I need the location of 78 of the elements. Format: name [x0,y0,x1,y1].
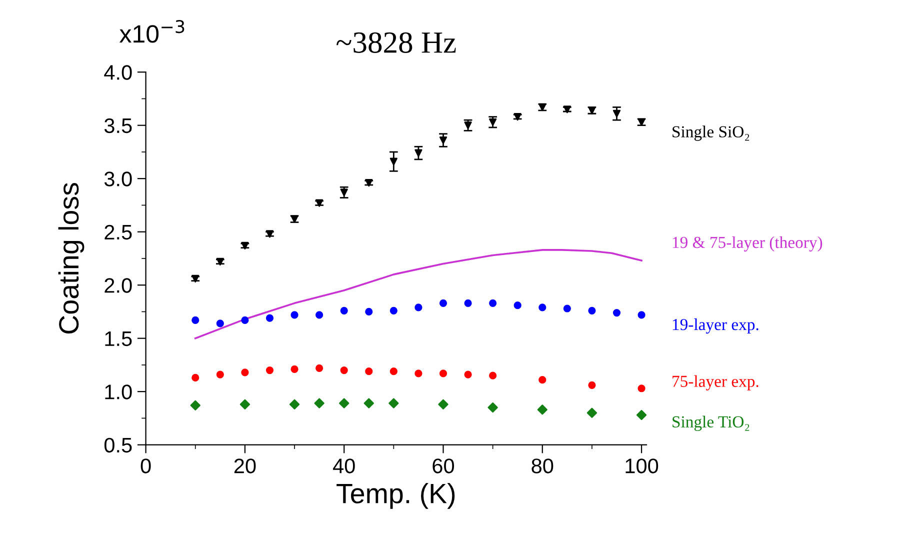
point [489,299,497,307]
point [612,110,621,118]
point [340,366,348,374]
x-tick-label: 80 [532,458,554,474]
point [439,370,448,378]
point [563,304,571,312]
point [316,311,324,319]
point [414,149,422,157]
point [588,306,596,314]
point [464,122,472,130]
y-tick-label: 0.5 [104,438,132,453]
point [290,311,298,319]
chart-title: ~3828 Hz [336,32,456,53]
point [316,364,324,372]
point [192,374,200,382]
point [439,136,448,144]
point [439,299,448,307]
series-label: Single TiO₂ [672,416,750,431]
point [464,299,472,307]
point [612,308,621,317]
point [414,370,422,378]
point [636,410,646,420]
point [216,320,224,328]
point [489,118,497,126]
point [241,368,249,376]
y-tick-label: 2.0 [104,278,132,293]
point [390,306,398,314]
point [289,399,300,410]
point [514,302,522,310]
point [464,370,472,378]
y-tick-label: 3.0 [104,172,132,186]
point [388,398,399,408]
point [340,306,348,314]
point [266,366,274,374]
point [414,304,422,312]
point [190,400,200,411]
x-tick-label: 0 [140,458,151,474]
x-tick-label: 60 [432,458,454,474]
point [266,314,274,322]
x-tick-label: 100 [626,458,658,474]
point [488,402,498,413]
y-tick-label: 3.5 [104,118,132,134]
y-tick-label: 2.5 [104,224,132,240]
point [538,376,546,384]
point [538,304,546,312]
series-label: Single SiO₂ [672,126,750,141]
point [365,308,373,316]
point [314,398,324,408]
series-label: 75-layer exp. [672,375,758,390]
x-axis-title: Temp. (K) [336,482,455,509]
series-label: 19-layer exp. [672,318,758,334]
point [339,398,350,408]
point [537,404,548,415]
y-tick-label: 1.5 [105,332,132,346]
x-tick-label: 20 [234,458,256,474]
point [438,399,448,410]
point [290,365,298,374]
point [340,188,348,196]
point [216,370,224,378]
point [588,381,596,389]
y-tick-label: 1.0 [105,384,132,400]
point [638,384,646,392]
point [192,316,200,324]
point [364,398,374,408]
point [241,316,249,324]
x-tick-label: 40 [332,458,355,474]
point [365,368,373,376]
series-label: 19 & 75-layer (theory) [672,236,822,252]
y-tick-label: 4.0 [104,65,132,80]
text: x10$^{−3}$ [119,20,184,43]
point [638,311,646,319]
point [489,372,497,380]
point [240,399,250,410]
line-series [194,249,642,340]
point [586,408,598,418]
point [390,368,398,376]
point [390,158,398,166]
y-axis-title: Coating loss [58,183,84,334]
